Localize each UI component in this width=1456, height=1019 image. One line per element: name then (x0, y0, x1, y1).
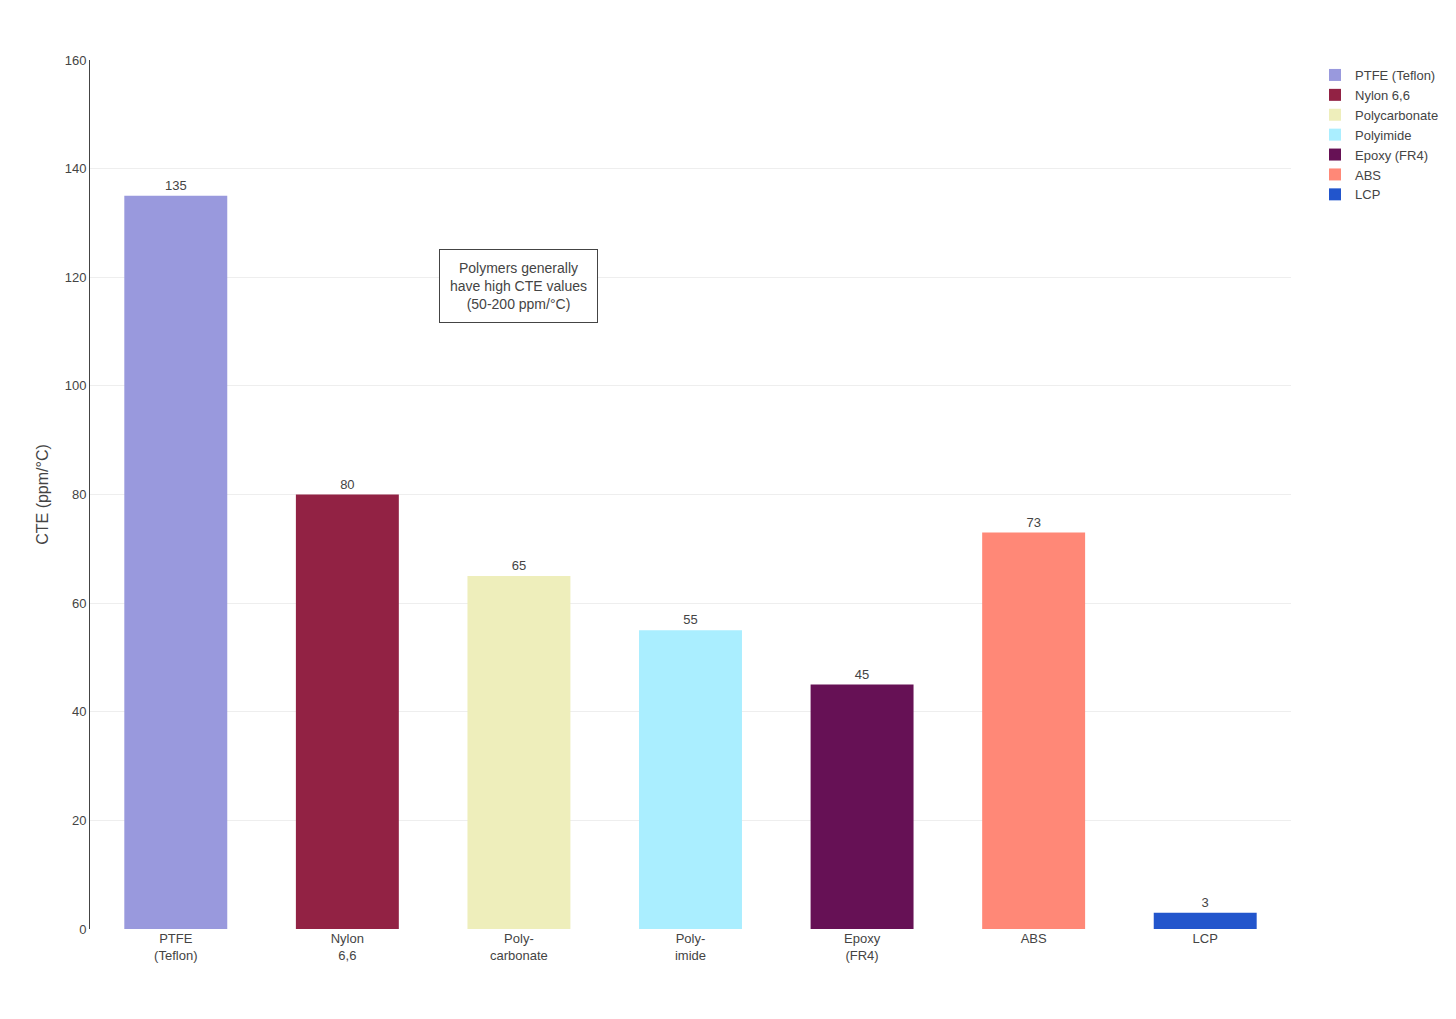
svg-text:Polycarbonate: Polycarbonate (1355, 108, 1438, 123)
svg-text:CTE (ppm/°C): CTE (ppm/°C) (34, 444, 51, 545)
svg-text:Epoxy(FR4): Epoxy(FR4) (844, 931, 881, 963)
svg-text:Poly-imide: Poly-imide (675, 931, 706, 963)
svg-text:120: 120 (65, 270, 87, 285)
svg-text:Epoxy (FR4): Epoxy (FR4) (1355, 148, 1428, 163)
svg-text:PTFE(Teflon): PTFE(Teflon) (154, 931, 197, 963)
svg-text:135: 135 (165, 178, 187, 193)
svg-text:LCP: LCP (1193, 931, 1218, 946)
svg-text:Polymers generallyhave high CT: Polymers generallyhave high CTE values(5… (450, 260, 587, 312)
svg-text:60: 60 (72, 596, 86, 611)
svg-text:55: 55 (683, 612, 697, 627)
svg-text:140: 140 (65, 161, 87, 176)
svg-text:0: 0 (79, 922, 86, 937)
svg-text:3: 3 (1202, 895, 1209, 910)
svg-text:45: 45 (855, 667, 869, 682)
svg-text:Nylon6,6: Nylon6,6 (331, 931, 364, 963)
svg-text:LCP: LCP (1355, 187, 1380, 202)
svg-text:ABS: ABS (1021, 931, 1047, 946)
svg-text:160: 160 (65, 53, 87, 68)
svg-text:20: 20 (72, 813, 86, 828)
svg-text:100: 100 (65, 378, 87, 393)
svg-text:73: 73 (1026, 515, 1040, 530)
svg-text:80: 80 (340, 477, 354, 492)
svg-text:65: 65 (512, 558, 526, 573)
svg-text:40: 40 (72, 704, 86, 719)
svg-text:ABS: ABS (1355, 168, 1381, 183)
svg-text:80: 80 (72, 487, 86, 502)
svg-text:Polyimide: Polyimide (1355, 128, 1411, 143)
svg-text:Nylon 6,6: Nylon 6,6 (1355, 88, 1410, 103)
svg-text:Poly-carbonate: Poly-carbonate (490, 931, 548, 963)
svg-text:PTFE (Teflon): PTFE (Teflon) (1355, 68, 1435, 83)
